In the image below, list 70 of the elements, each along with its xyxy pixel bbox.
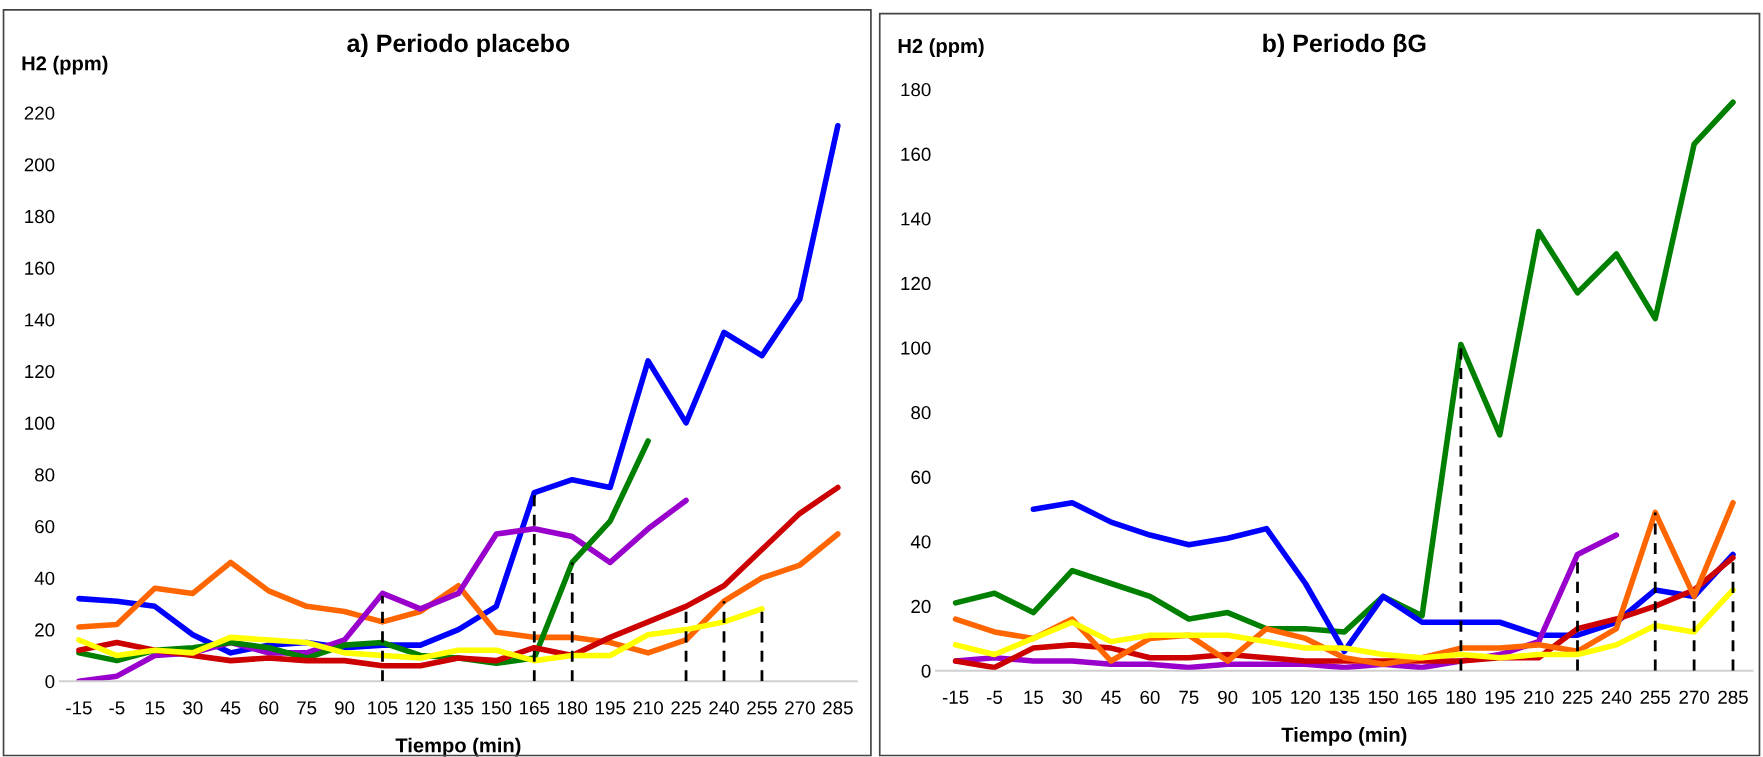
y-tick-label: 100 (25, 416, 55, 430)
x-tick-label: 165 (1407, 690, 1437, 704)
x-tick-label: 135 (1330, 690, 1360, 704)
x-tick-label: 240 (1601, 690, 1632, 704)
y-tick-label: 180 (25, 209, 55, 224)
x-tick-label: 135 (444, 701, 474, 715)
x-tick-label: 75 (297, 701, 317, 715)
x-tick-label: 225 (671, 701, 701, 715)
x-tick-label: 285 (823, 701, 853, 715)
y-tick-label: 20 (35, 623, 55, 637)
y-tick-label: 60 (911, 470, 931, 484)
x-tick-label: 150 (1368, 690, 1399, 704)
y-tick-label: 40 (910, 535, 931, 549)
y-tick-label: 100 (901, 341, 931, 355)
y-axis-title: H2 (ppm) (22, 55, 108, 75)
x-tick-label: 60 (259, 701, 279, 715)
x-tick-label: 285 (1718, 690, 1748, 704)
x-tick-label: 105 (368, 701, 398, 715)
y-tick-label: 140 (901, 212, 931, 226)
x-tick-label: 210 (633, 701, 664, 715)
y-axis-title: H2 (ppm) (898, 38, 984, 58)
y-tick-label: 0 (921, 664, 931, 678)
y-tick-label: 20 (911, 599, 931, 614)
y-tick-label: 160 (25, 261, 55, 275)
x-axis-title: Tiempo (min) (395, 737, 521, 757)
x-tick-label: 105 (1252, 690, 1282, 704)
y-tick-label: 0 (45, 675, 55, 689)
x-tick-label: 120 (1291, 690, 1321, 704)
x-tick-label: 240 (709, 701, 739, 715)
x-tick-label: 165 (520, 701, 550, 715)
x-tick-label: 270 (1679, 690, 1710, 704)
chart-title: a) Periodo placebo (347, 33, 570, 58)
x-tick-label: 90 (334, 701, 355, 715)
y-tick-label: 160 (901, 147, 931, 161)
x-tick-label: 15 (145, 701, 165, 715)
x-tick-label: 30 (183, 701, 203, 715)
x-tick-label: 150 (482, 701, 512, 715)
x-tick-label: 45 (1101, 690, 1121, 704)
x-tick-label: -5 (986, 690, 1003, 704)
x-tick-label: 60 (1140, 690, 1160, 704)
y-tick-label: 220 (24, 106, 55, 120)
x-tick-label: -15 (66, 701, 92, 715)
x-tick-label: 255 (747, 701, 777, 715)
y-tick-label: 60 (35, 519, 55, 534)
x-tick-label: 195 (595, 701, 626, 715)
x-tick-label: 75 (1179, 690, 1199, 704)
y-tick-label: 80 (911, 406, 931, 420)
y-tick-label: 120 (901, 276, 931, 291)
x-tick-label: 195 (1485, 690, 1515, 704)
y-tick-label: 40 (34, 571, 55, 585)
x-tick-label: 255 (1640, 690, 1671, 704)
y-tick-label: 200 (24, 158, 55, 172)
x-tick-label: -5 (109, 701, 125, 715)
x-axis-title: Tiempo (min) (1281, 727, 1407, 746)
x-tick-label: 90 (1218, 690, 1238, 704)
x-tick-label: 270 (785, 701, 815, 715)
x-tick-label: 30 (1062, 690, 1082, 704)
x-tick-label: 180 (1446, 690, 1476, 704)
y-tick-label: 80 (35, 468, 55, 482)
x-tick-label: -15 (942, 690, 969, 704)
x-tick-label: 15 (1024, 690, 1043, 704)
x-tick-label: 120 (406, 701, 436, 715)
y-tick-label: 180 (901, 83, 931, 97)
y-tick-label: 140 (25, 313, 55, 327)
chart-title: b) Periodo βG (1263, 33, 1426, 58)
x-tick-label: 210 (1523, 690, 1554, 704)
x-tick-label: 45 (220, 701, 241, 715)
x-tick-label: 225 (1562, 690, 1593, 704)
x-tick-label: 180 (558, 701, 588, 715)
y-tick-label: 120 (25, 364, 55, 379)
